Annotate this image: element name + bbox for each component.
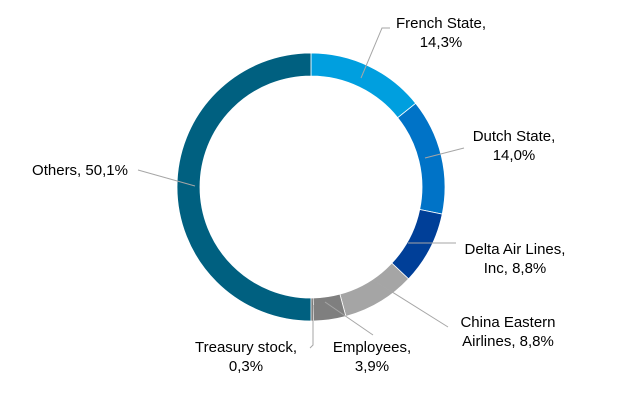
data-label-french-state: French State, 14,3% xyxy=(396,15,486,51)
data-label-others: Others, 50,1% xyxy=(32,162,128,179)
data-label-line: French State, xyxy=(396,15,486,32)
data-label-line: Treasury stock, xyxy=(195,339,297,356)
data-label-treasury-stock: Treasury stock, 0,3% xyxy=(195,339,297,375)
data-label-line: Inc, 8,8% xyxy=(484,260,547,277)
data-label-line: 14,0% xyxy=(493,147,536,164)
slice-others xyxy=(176,52,312,322)
slice-delta-air-lines-inc xyxy=(391,208,443,280)
data-label-line: Airlines, 8,8% xyxy=(462,333,554,350)
slice-employees xyxy=(312,293,347,322)
data-label-dutch-state: Dutch State, 14,0% xyxy=(473,128,556,164)
data-label-line: Delta Air Lines, xyxy=(465,241,566,258)
leader-line-french-state xyxy=(360,27,390,79)
leader-line-others xyxy=(137,169,196,187)
data-label-china-eastern-airlines: China Eastern Airlines, 8,8% xyxy=(460,314,555,350)
slice-china-eastern-airlines xyxy=(339,262,410,317)
labels-layer: French State, 14,3% Dutch State, 14,0% Delta… xyxy=(32,15,565,375)
data-label-line: Others, 50,1% xyxy=(32,162,128,179)
data-label-line: 0,3% xyxy=(229,358,263,375)
data-label-delta-air-lines-inc: Delta Air Lines, Inc, 8,8% xyxy=(465,241,566,277)
leader-line-china-eastern-airlines xyxy=(372,279,449,328)
slices-layer xyxy=(176,52,446,322)
leader-line-dutch-state xyxy=(424,147,465,159)
leader-line-treasury-stock xyxy=(309,305,314,349)
data-label-line: Employees, xyxy=(333,339,411,356)
leader-line-employees xyxy=(324,301,374,336)
leaders-layer xyxy=(137,27,465,349)
data-label-line: China Eastern xyxy=(460,314,555,331)
slice-dutch-state xyxy=(397,102,446,215)
data-label-employees: Employees, 3,9% xyxy=(333,339,411,375)
data-label-line: Dutch State, xyxy=(473,128,556,145)
data-label-line: 3,9% xyxy=(355,358,389,375)
data-label-line: 14,3% xyxy=(420,34,463,51)
slice-french-state xyxy=(310,52,417,119)
